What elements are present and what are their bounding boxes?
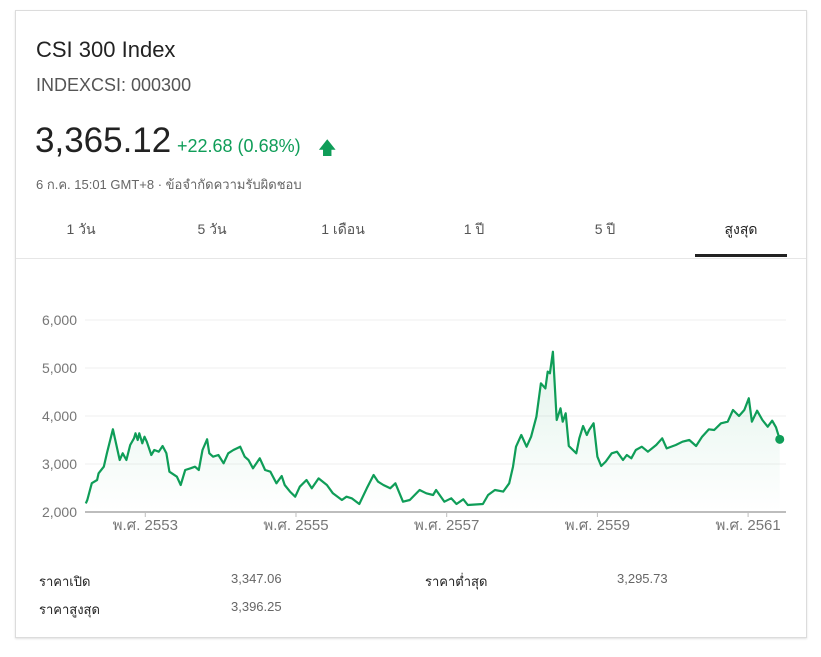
tab-5-days[interactable]: 5 วัน — [197, 221, 227, 237]
index-title: CSI 300 Index — [36, 37, 176, 62]
price-change: +22.68 (0.68%) — [177, 136, 301, 156]
x-tick-label: พ.ศ. 2561 — [715, 517, 780, 534]
ticker-symbol: INDEXCSI: 000300 — [36, 75, 192, 95]
tab-1-month[interactable]: 1 เดือน — [321, 221, 365, 237]
low-value: 3,295.73 — [617, 571, 668, 586]
y-tick-label: 3,000 — [42, 456, 77, 472]
tab-1-year[interactable]: 1 ปี — [463, 221, 485, 237]
tab-5-years[interactable]: 5 ปี — [594, 221, 616, 237]
tab-1-day[interactable]: 1 วัน — [66, 221, 96, 237]
area-fill — [85, 351, 780, 512]
y-tick-label: 5,000 — [42, 360, 77, 376]
high-label: ราคาสูงสุด — [39, 602, 100, 617]
price-line — [84, 350, 781, 507]
x-tick-label: พ.ศ. 2555 — [263, 517, 328, 534]
latest-point-marker — [775, 434, 785, 444]
open-value: 3,347.06 — [231, 571, 282, 586]
range-tabs: 1 วัน 5 วัน 1 เดือน 1 ปี 5 ปี สูงสุด — [16, 211, 806, 259]
timestamp-disclaimer[interactable]: 6 ก.ค. 15:01 GMT+8 · ข้อจำกัดความรับผิดช… — [36, 177, 302, 192]
x-tick-label: พ.ศ. 2553 — [113, 517, 178, 534]
high-value: 3,396.25 — [231, 599, 282, 614]
x-tick-label: พ.ศ. 2559 — [565, 517, 630, 534]
tab-max[interactable]: สูงสุด — [695, 211, 787, 257]
y-tick-label: 4,000 — [42, 408, 77, 424]
low-label: ราคาต่ำสุด — [425, 574, 488, 589]
stock-card: CSI 300 Index INDEXCSI: 000300 3,365.12 … — [15, 10, 807, 638]
arrow-up-icon: 🡅 — [318, 138, 337, 158]
x-tick-label: พ.ศ. 2557 — [414, 517, 479, 534]
open-label: ราคาเปิด — [39, 574, 91, 589]
y-tick-label: 6,000 — [42, 312, 77, 328]
current-price: 3,365.12 — [35, 121, 172, 160]
y-tick-label: 2,000 — [42, 504, 77, 520]
